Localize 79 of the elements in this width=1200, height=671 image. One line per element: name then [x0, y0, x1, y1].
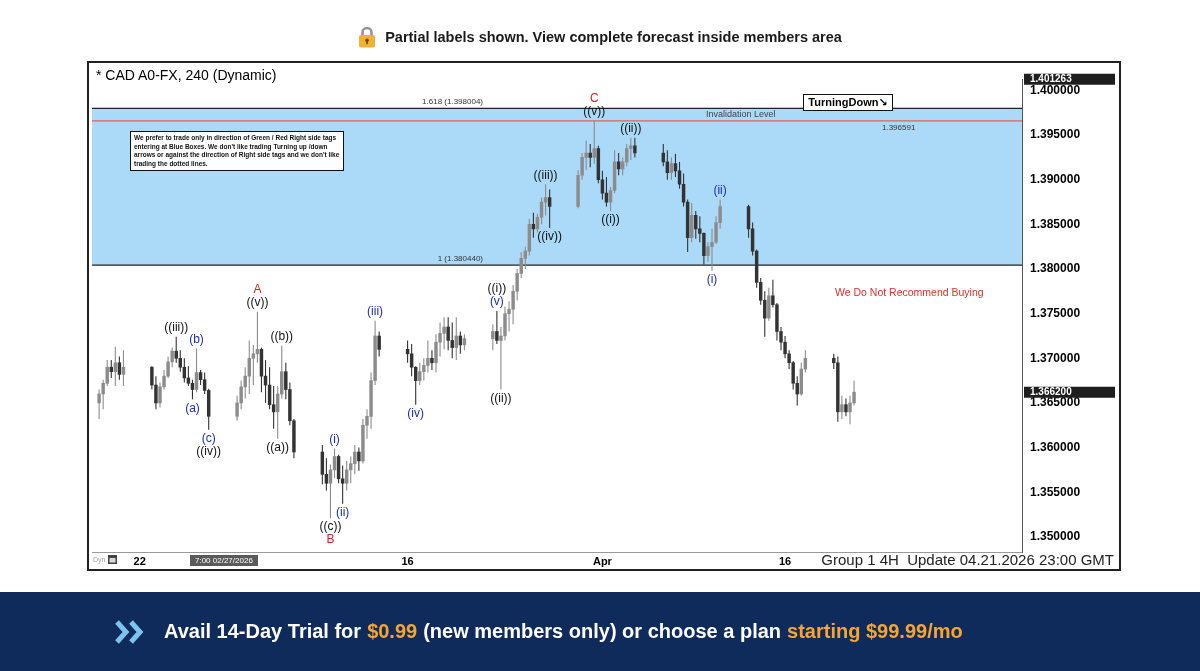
annotation: (ii) [713, 182, 727, 197]
annotation: ((iv)) [196, 444, 222, 459]
annotation: (a) [185, 400, 200, 415]
annotation: (i) [706, 272, 718, 287]
text: $0.99 [367, 620, 418, 643]
y-tick-label: 1.360000 [1030, 439, 1081, 454]
annotation: ((a)) [266, 439, 290, 454]
candlestick [117, 355, 122, 381]
annotation: ((ii)) [490, 390, 512, 405]
annotation: (iii) [367, 304, 384, 319]
candlestick [767, 287, 771, 322]
annotation: ((v)) [246, 295, 269, 310]
text: (new members only) or choose a plan [423, 620, 782, 643]
chart-title: * CAD A0-FX, 240 (Dynamic) [96, 67, 277, 83]
text: 1.366200 [1030, 386, 1073, 398]
annotation: (iv) [407, 406, 425, 421]
annotation: TurningDown↘ [803, 94, 893, 111]
y-tick-label: 1.385000 [1030, 216, 1081, 231]
annotation: ((iii)) [164, 320, 189, 335]
annotation: B [326, 532, 335, 547]
annotation: (c) [201, 431, 216, 446]
candlestick [491, 323, 495, 351]
candlestick [357, 447, 361, 472]
annotation: ((ii)) [620, 121, 642, 136]
x-tick-label: 16 [401, 554, 414, 567]
annotation: ((iii)) [533, 167, 558, 182]
candlestick [702, 231, 706, 266]
candlestick [251, 344, 256, 386]
candlestick [426, 339, 430, 374]
candlestick [633, 137, 637, 158]
y-tick-label: 1.395000 [1030, 127, 1081, 142]
annotation: (i) [329, 431, 340, 446]
y-tick-label: 1.355000 [1030, 484, 1081, 499]
annotation: ((i)) [487, 281, 507, 296]
y-tick-label: 1.390000 [1030, 172, 1081, 187]
annotation: Group 1 4H Update 04.21.2026 23:00 GMT [821, 551, 1114, 568]
y-tick-label: 1.400000 [1030, 82, 1081, 97]
candlestick [377, 330, 381, 358]
candlestick [495, 310, 499, 345]
y-tick-label: 1.375000 [1030, 305, 1081, 320]
annotation: (v) [489, 294, 504, 309]
candlestick [113, 346, 118, 387]
annotation: C [589, 91, 599, 106]
candlestick [409, 343, 414, 377]
text: starting $99.99/mo [787, 620, 963, 643]
annotation: ((b)) [270, 329, 294, 344]
ref-line-label: 1 (1.380440) [437, 254, 484, 264]
x-tick-label: 22 [133, 554, 146, 567]
y-tick-label: 1.365000 [1030, 395, 1081, 410]
annotation: 1.396591 [882, 123, 916, 133]
text: 1.401263 [1030, 73, 1073, 85]
candlestick [629, 137, 633, 161]
candlestick [174, 336, 178, 364]
annotation: (b) [189, 331, 204, 346]
candlestick [844, 397, 848, 417]
annotation: A [253, 282, 262, 297]
annotation: ((c)) [319, 519, 342, 534]
candlestick [430, 349, 434, 371]
annotation: ((iv)) [537, 229, 562, 244]
ref-line-label: Invalidation Level [706, 108, 776, 119]
candlestick [669, 156, 674, 181]
text: Avail 14-Day Trial for [164, 620, 362, 643]
y-tick-label: 1.350000 [1030, 529, 1081, 544]
candlestick [547, 189, 552, 229]
annotation: (ii) [335, 505, 350, 520]
y-tick-label: 1.370000 [1030, 350, 1081, 365]
candlestick [592, 120, 597, 165]
annotation: We Do Not Recommend Buying [835, 286, 984, 298]
candlestick [446, 316, 450, 351]
text: Partial labels shown. View complete forecast inside members area [385, 29, 842, 45]
annotation: ((i)) [601, 212, 620, 227]
x-tick-label: 16 [778, 554, 792, 567]
candlestick [840, 395, 844, 420]
candlestick [353, 444, 357, 475]
ref-line-label: 1.618 (1.398004) [422, 97, 484, 107]
candlestick [418, 362, 422, 386]
x-tick-label: Apr [592, 554, 613, 567]
text: 7:00 02/27/2026 [190, 555, 258, 566]
y-tick-label: 1.380000 [1030, 261, 1081, 276]
